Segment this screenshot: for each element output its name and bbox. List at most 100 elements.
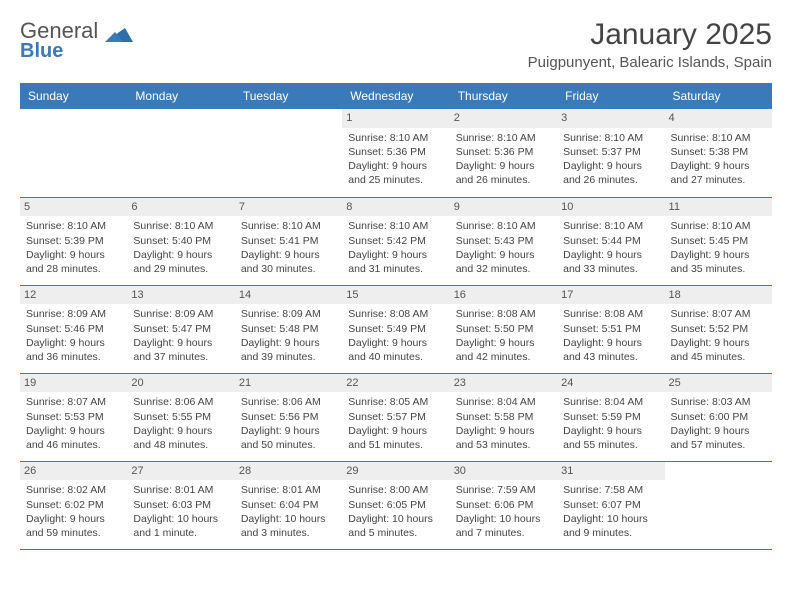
daylight-line: Daylight: 9 hours and 50 minutes. (241, 424, 336, 452)
day-cell: 30Sunrise: 7:59 AMSunset: 6:06 PMDayligh… (450, 461, 557, 549)
daylight-line: Daylight: 9 hours and 26 minutes. (563, 159, 658, 187)
day-cell: 31Sunrise: 7:58 AMSunset: 6:07 PMDayligh… (557, 461, 664, 549)
daylight-line: Daylight: 9 hours and 26 minutes. (456, 159, 551, 187)
day-cell: 20Sunrise: 8:06 AMSunset: 5:55 PMDayligh… (127, 373, 234, 461)
week-row: 19Sunrise: 8:07 AMSunset: 5:53 PMDayligh… (20, 373, 772, 461)
day-cell: 27Sunrise: 8:01 AMSunset: 6:03 PMDayligh… (127, 461, 234, 549)
sunset-line: Sunset: 5:37 PM (563, 145, 658, 159)
day-cell: 11Sunrise: 8:10 AMSunset: 5:45 PMDayligh… (665, 197, 772, 285)
day-number: 7 (235, 198, 342, 217)
dow-header: Friday (557, 83, 664, 109)
day-number-empty (665, 462, 772, 481)
sunset-line: Sunset: 6:05 PM (348, 498, 443, 512)
sunset-line: Sunset: 5:42 PM (348, 234, 443, 248)
week-row: 1Sunrise: 8:10 AMSunset: 5:36 PMDaylight… (20, 109, 772, 197)
sunrise-line: Sunrise: 8:00 AM (348, 483, 443, 497)
logo-text-block: General Blue (20, 18, 133, 63)
logo-triangle-icon (105, 25, 133, 43)
sunset-line: Sunset: 5:58 PM (456, 410, 551, 424)
sunrise-line: Sunrise: 8:06 AM (133, 395, 228, 409)
sunset-line: Sunset: 5:46 PM (26, 322, 121, 336)
daylight-line: Daylight: 10 hours and 7 minutes. (456, 512, 551, 540)
sunrise-line: Sunrise: 7:58 AM (563, 483, 658, 497)
location-text: Puigpunyent, Balearic Islands, Spain (528, 54, 772, 71)
day-number: 19 (20, 374, 127, 393)
day-number-empty (127, 109, 234, 128)
day-cell: 6Sunrise: 8:10 AMSunset: 5:40 PMDaylight… (127, 197, 234, 285)
day-number: 27 (127, 462, 234, 481)
sunset-line: Sunset: 5:40 PM (133, 234, 228, 248)
day-number: 23 (450, 374, 557, 393)
sunset-line: Sunset: 5:47 PM (133, 322, 228, 336)
day-number: 13 (127, 286, 234, 305)
sunrise-line: Sunrise: 8:10 AM (241, 219, 336, 233)
sunrise-line: Sunrise: 8:10 AM (563, 219, 658, 233)
sunset-line: Sunset: 5:51 PM (563, 322, 658, 336)
sunrise-line: Sunrise: 8:10 AM (348, 131, 443, 145)
daylight-line: Daylight: 9 hours and 48 minutes. (133, 424, 228, 452)
sunrise-line: Sunrise: 8:07 AM (671, 307, 766, 321)
day-cell: 16Sunrise: 8:08 AMSunset: 5:50 PMDayligh… (450, 285, 557, 373)
sunrise-line: Sunrise: 8:04 AM (563, 395, 658, 409)
day-number: 26 (20, 462, 127, 481)
sunset-line: Sunset: 5:39 PM (26, 234, 121, 248)
sunset-line: Sunset: 6:00 PM (671, 410, 766, 424)
day-cell: 2Sunrise: 8:10 AMSunset: 5:36 PMDaylight… (450, 109, 557, 197)
sunset-line: Sunset: 5:55 PM (133, 410, 228, 424)
day-cell (665, 461, 772, 549)
sunset-line: Sunset: 6:04 PM (241, 498, 336, 512)
day-cell: 29 Sunrise: 8:00 AMSunset: 6:05 PMDayligh… (342, 461, 449, 549)
day-number: 4 (665, 109, 772, 128)
sunset-line: Sunset: 5:59 PM (563, 410, 658, 424)
day-cell: 4Sunrise: 8:10 AMSunset: 5:38 PMDaylight… (665, 109, 772, 197)
sunrise-line: Sunrise: 8:10 AM (563, 131, 658, 145)
day-cell: 1Sunrise: 8:10 AMSunset: 5:36 PMDaylight… (342, 109, 449, 197)
dow-header: Saturday (665, 83, 772, 109)
calendar-head: SundayMondayTuesdayWednesdayThursdayFrid… (20, 83, 772, 109)
daylight-line: Daylight: 9 hours and 45 minutes. (671, 336, 766, 364)
week-row: 26Sunrise: 8:02 AMSunset: 6:02 PMDayligh… (20, 461, 772, 549)
sunrise-line: Sunrise: 8:09 AM (241, 307, 336, 321)
day-cell: 18Sunrise: 8:07 AMSunset: 5:52 PMDayligh… (665, 285, 772, 373)
week-row: 5Sunrise: 8:10 AMSunset: 5:39 PMDaylight… (20, 197, 772, 285)
sunset-line: Sunset: 5:48 PM (241, 322, 336, 336)
sunrise-line: Sunrise: 8:10 AM (671, 131, 766, 145)
daylight-line: Daylight: 9 hours and 40 minutes. (348, 336, 443, 364)
day-cell: 14Sunrise: 8:09 AMSunset: 5:48 PMDayligh… (235, 285, 342, 373)
day-number: 10 (557, 198, 664, 217)
daylight-line: Daylight: 9 hours and 35 minutes. (671, 248, 766, 276)
sunrise-line: Sunrise: 8:03 AM (671, 395, 766, 409)
day-number: 11 (665, 198, 772, 217)
sunset-line: Sunset: 5:38 PM (671, 145, 766, 159)
sunset-line: Sunset: 6:07 PM (563, 498, 658, 512)
calendar-body: 1Sunrise: 8:10 AMSunset: 5:36 PMDaylight… (20, 109, 772, 549)
sunrise-line: Sunrise: 8:05 AM (348, 395, 443, 409)
daylight-line: Daylight: 9 hours and 42 minutes. (456, 336, 551, 364)
day-cell: 5Sunrise: 8:10 AMSunset: 5:39 PMDaylight… (20, 197, 127, 285)
daylight-line: Daylight: 10 hours and 1 minute. (133, 512, 228, 540)
daylight-line: Daylight: 10 hours and 5 minutes. (348, 512, 443, 540)
sunset-line: Sunset: 5:36 PM (456, 145, 551, 159)
sunrise-line: Sunrise: 8:08 AM (456, 307, 551, 321)
day-cell: 8Sunrise: 8:10 AMSunset: 5:42 PMDaylight… (342, 197, 449, 285)
day-cell (235, 109, 342, 197)
sunrise-line: Sunrise: 8:09 AM (26, 307, 121, 321)
day-number: 22 (342, 374, 449, 393)
week-row: 12Sunrise: 8:09 AMSunset: 5:46 PMDayligh… (20, 285, 772, 373)
day-number: 28 (235, 462, 342, 481)
day-number: 16 (450, 286, 557, 305)
sunrise-line: Sunrise: 8:04 AM (456, 395, 551, 409)
day-number: 6 (127, 198, 234, 217)
day-number: 29 (342, 462, 449, 481)
day-cell: 26Sunrise: 8:02 AMSunset: 6:02 PMDayligh… (20, 461, 127, 549)
day-number: 25 (665, 374, 772, 393)
sunset-line: Sunset: 5:53 PM (26, 410, 121, 424)
day-cell: 25Sunrise: 8:03 AMSunset: 6:00 PMDayligh… (665, 373, 772, 461)
daylight-line: Daylight: 9 hours and 39 minutes. (241, 336, 336, 364)
day-number: 9 (450, 198, 557, 217)
day-number: 18 (665, 286, 772, 305)
daylight-line: Daylight: 9 hours and 55 minutes. (563, 424, 658, 452)
day-number: 31 (557, 462, 664, 481)
sunset-line: Sunset: 6:06 PM (456, 498, 551, 512)
sunrise-line: Sunrise: 8:06 AM (241, 395, 336, 409)
